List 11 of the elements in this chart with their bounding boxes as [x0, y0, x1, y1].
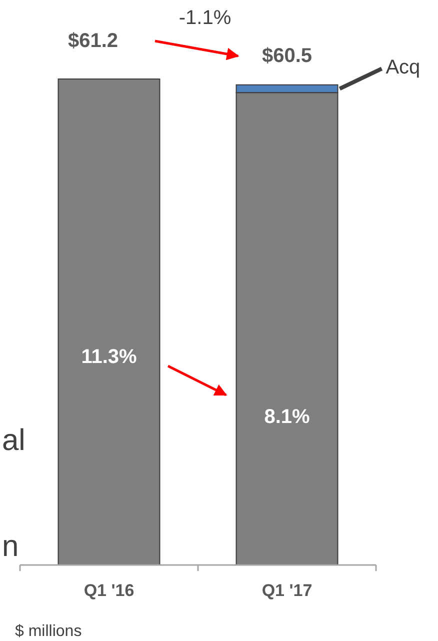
legend-label: Acq [386, 56, 420, 79]
annotation: al [2, 424, 26, 457]
text: $ millions [15, 623, 82, 640]
text: $60.5 [262, 45, 312, 67]
text: $61.2 [68, 30, 118, 52]
text: -1.1% [178, 7, 232, 29]
x-tick-label: Q1 '17 [262, 581, 312, 600]
x-tick-label: Q1 '16 [84, 581, 134, 600]
annotation: 11.3% [81, 346, 138, 368]
annotation: 8.1% [264, 406, 310, 428]
text: n [2, 530, 19, 563]
